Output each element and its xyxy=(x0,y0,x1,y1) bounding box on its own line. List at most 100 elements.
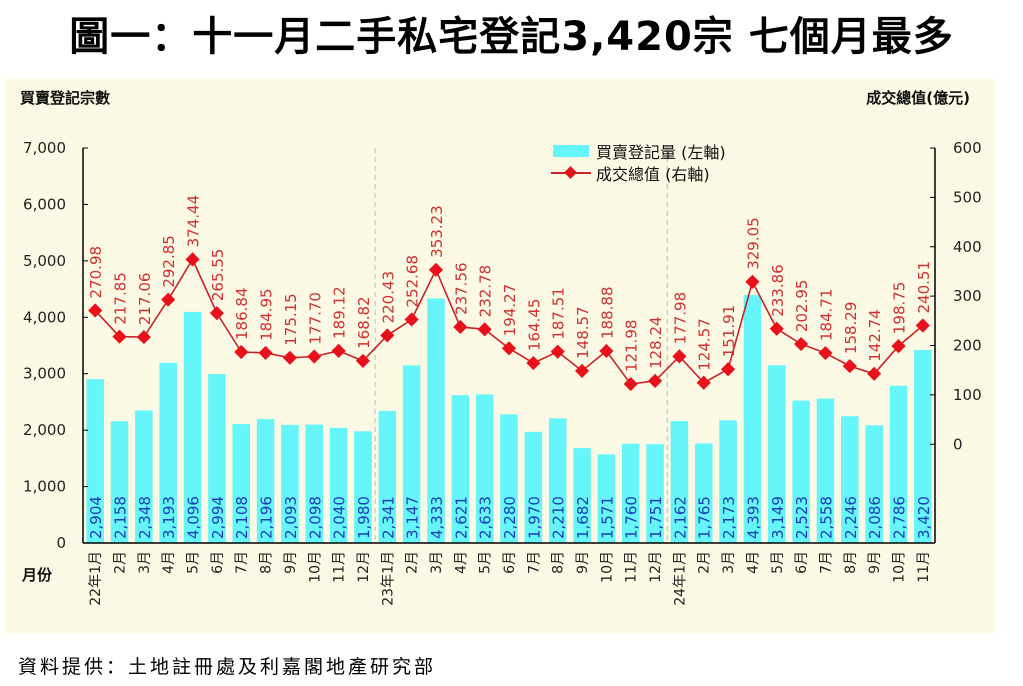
left-tick-label: 0 xyxy=(56,534,66,552)
line-marker xyxy=(453,319,468,335)
line-marker xyxy=(794,336,809,352)
line-marker xyxy=(161,292,176,307)
line-marker xyxy=(891,339,906,354)
line-label: 217.85 xyxy=(112,272,130,325)
bar-label: 2,246 xyxy=(842,496,860,539)
bar-label: 3,147 xyxy=(404,496,422,539)
x-tick-label: 23年1月 xyxy=(380,551,396,606)
x-tick-label: 9月 xyxy=(575,551,591,574)
line-label: 184.95 xyxy=(258,288,276,341)
bar-label: 2,523 xyxy=(793,496,811,539)
line-marker xyxy=(915,318,930,333)
line-label: 232.78 xyxy=(477,265,495,318)
line-marker xyxy=(745,274,760,289)
line-label: 187.51 xyxy=(550,287,568,340)
x-tick-label: 4月 xyxy=(161,551,177,574)
bar-label: 1,765 xyxy=(696,496,714,539)
legend-bar-label: 買賣登記量 (左軸) xyxy=(596,143,726,162)
bar-label: 4,393 xyxy=(744,496,762,539)
bar xyxy=(427,298,445,543)
line-label: 374.44 xyxy=(185,195,203,248)
x-tick-label: 24年1月 xyxy=(672,551,688,606)
line-marker xyxy=(355,353,371,368)
right-tick-label: 600 xyxy=(953,139,982,157)
right-tick-label: 0 xyxy=(953,435,963,453)
bar xyxy=(646,444,664,543)
left-axis-title: 買賣登記宗數 xyxy=(20,89,110,107)
line-marker xyxy=(696,375,711,390)
line-marker xyxy=(550,344,565,359)
line-label: 186.84 xyxy=(233,287,251,340)
bar xyxy=(548,418,567,543)
bar-label: 2,162 xyxy=(671,496,689,539)
line-marker xyxy=(721,362,736,377)
bar xyxy=(305,424,324,543)
bar xyxy=(841,416,859,543)
line-marker xyxy=(282,350,297,365)
bar-label: 2,098 xyxy=(306,496,324,539)
line-label: 184.71 xyxy=(817,289,835,342)
chart-title: 圖一：十一月二手私宅登記3,420宗 七個月最多 xyxy=(69,14,954,60)
bar xyxy=(719,420,737,543)
x-tick-label: 5月 xyxy=(186,551,202,574)
bar xyxy=(743,295,762,543)
bar xyxy=(451,395,470,543)
bar xyxy=(865,425,883,543)
left-tick-label: 6,000 xyxy=(23,195,66,213)
bar xyxy=(402,365,421,543)
line-marker xyxy=(136,330,151,345)
x-tick-label: 2月 xyxy=(113,551,129,574)
line-label: 168.82 xyxy=(355,296,373,349)
bar xyxy=(329,427,348,543)
bar xyxy=(208,374,226,543)
bar-label: 2,108 xyxy=(233,496,251,539)
bar xyxy=(694,443,713,543)
bar xyxy=(889,385,908,543)
line-label: 292.85 xyxy=(160,235,178,288)
left-tick-label: 3,000 xyxy=(23,365,66,383)
bar-label: 4,096 xyxy=(185,496,203,539)
bar-label: 2,994 xyxy=(209,496,227,539)
line-label: 237.56 xyxy=(452,262,470,315)
left-tick-label: 2,000 xyxy=(23,421,66,439)
x-tick-label: 6月 xyxy=(210,551,226,574)
x-tick-label: 22年1月 xyxy=(88,551,104,606)
right-tick-label: 500 xyxy=(953,188,982,206)
line-label: 124.57 xyxy=(696,318,714,371)
bar xyxy=(378,410,397,543)
x-tick-label: 11月 xyxy=(332,551,348,583)
x-tick-label: 8月 xyxy=(843,551,859,574)
right-tick-label: 300 xyxy=(953,287,982,305)
x-tick-label: 10月 xyxy=(307,551,323,583)
x-tick-label: 2月 xyxy=(697,551,713,574)
line-marker xyxy=(112,329,127,344)
bar-label: 2,210 xyxy=(550,496,568,539)
line-marker xyxy=(428,262,444,277)
line-label: 202.95 xyxy=(793,280,811,333)
x-tick-label: 3月 xyxy=(721,551,737,574)
bar-label: 2,341 xyxy=(379,496,397,539)
line-label: 177.70 xyxy=(306,292,324,345)
line-marker xyxy=(501,341,517,356)
line-label: 175.15 xyxy=(282,293,300,346)
right-tick-label: 100 xyxy=(953,386,982,404)
x-tick-label: 11月 xyxy=(624,551,640,583)
line-marker xyxy=(258,345,273,361)
line-label: 121.98 xyxy=(623,320,641,373)
bar-label: 2,633 xyxy=(477,496,495,539)
x-tick-label: 8月 xyxy=(551,551,567,574)
line-label: 151.91 xyxy=(720,305,738,358)
x-tick-label: 6月 xyxy=(502,551,518,574)
source-note: 資料提供：土地註冊處及利嘉閣地產研究部 xyxy=(18,656,437,678)
x-tick-label: 8月 xyxy=(259,551,275,574)
x-tick-label: 9月 xyxy=(867,551,883,574)
line-label: 233.86 xyxy=(769,264,787,317)
line-label: 148.57 xyxy=(574,306,592,359)
line-marker xyxy=(647,373,663,389)
bar-label: 1,751 xyxy=(647,496,665,539)
line-label: 189.12 xyxy=(331,286,349,339)
bar xyxy=(86,379,104,543)
bar xyxy=(110,421,129,543)
line-marker xyxy=(818,345,833,361)
